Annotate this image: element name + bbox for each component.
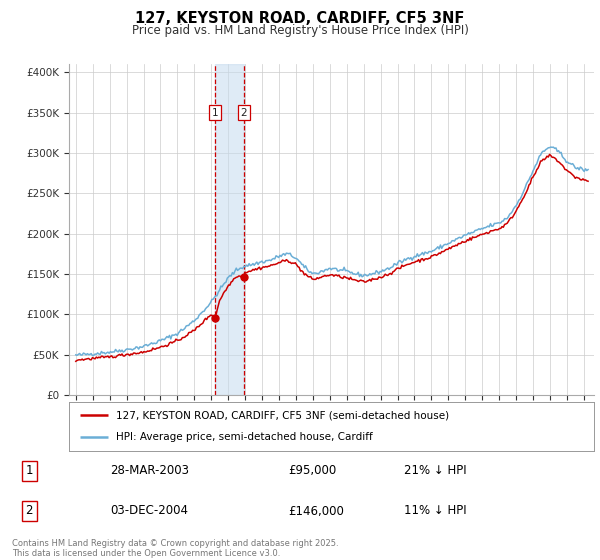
Text: 127, KEYSTON ROAD, CARDIFF, CF5 3NF: 127, KEYSTON ROAD, CARDIFF, CF5 3NF bbox=[136, 11, 464, 26]
Text: 03-DEC-2004: 03-DEC-2004 bbox=[110, 505, 188, 517]
Text: 21% ↓ HPI: 21% ↓ HPI bbox=[404, 464, 466, 478]
Text: Price paid vs. HM Land Registry's House Price Index (HPI): Price paid vs. HM Land Registry's House … bbox=[131, 24, 469, 36]
Text: 28-MAR-2003: 28-MAR-2003 bbox=[110, 464, 189, 478]
Text: £95,000: £95,000 bbox=[289, 464, 337, 478]
Text: £146,000: £146,000 bbox=[289, 505, 344, 517]
Text: 2: 2 bbox=[26, 505, 33, 517]
Text: 1: 1 bbox=[212, 108, 218, 118]
Bar bbox=[215, 64, 244, 395]
Text: Contains HM Land Registry data © Crown copyright and database right 2025.
This d: Contains HM Land Registry data © Crown c… bbox=[12, 539, 338, 558]
Text: 1: 1 bbox=[26, 464, 33, 478]
Text: 127, KEYSTON ROAD, CARDIFF, CF5 3NF (semi-detached house): 127, KEYSTON ROAD, CARDIFF, CF5 3NF (sem… bbox=[116, 410, 449, 421]
Text: HPI: Average price, semi-detached house, Cardiff: HPI: Average price, semi-detached house,… bbox=[116, 432, 373, 442]
Text: 11% ↓ HPI: 11% ↓ HPI bbox=[404, 505, 466, 517]
Text: 2: 2 bbox=[241, 108, 247, 118]
